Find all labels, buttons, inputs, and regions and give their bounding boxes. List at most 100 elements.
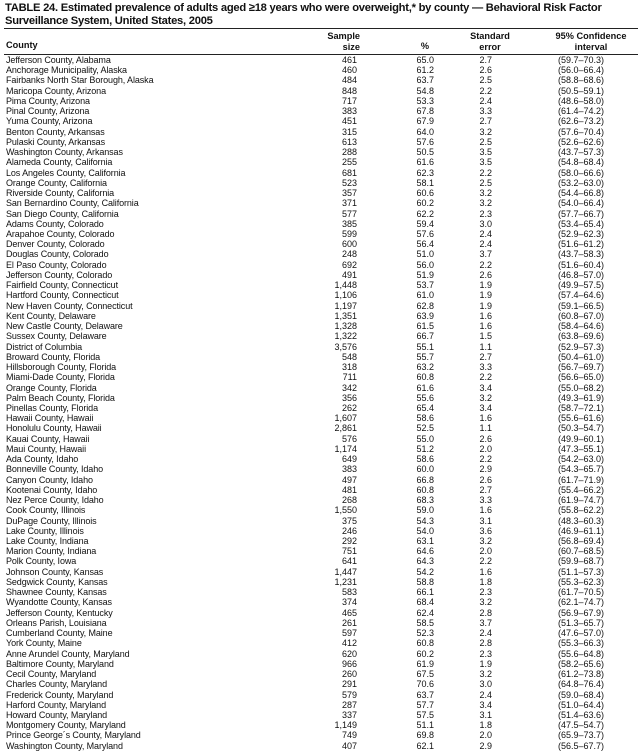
sample-size-cell: 342: [341, 382, 357, 393]
county-cell: Marion County, Indiana: [6, 546, 97, 557]
county-cell: Jefferson County, Alabama: [6, 55, 111, 65]
county-cell: Douglas County, Colorado: [6, 249, 109, 260]
confidence-interval-cell: (50.4–61.0): [558, 351, 605, 362]
standard-error-cell: 2.8: [479, 638, 492, 649]
percent-cell: 58.6: [416, 454, 434, 465]
county-cell: Cook County, Illinois: [6, 505, 86, 516]
confidence-interval-cell: (54.3–65.7): [558, 464, 605, 475]
county-cell: Kent County, Delaware: [6, 310, 96, 321]
standard-error-cell: 3.3: [479, 106, 492, 117]
percent-cell: 54.8: [416, 85, 434, 96]
sample-size-cell: 461: [341, 55, 357, 65]
percent-cell: 55.6: [416, 392, 434, 403]
percent-cell: 58.8: [416, 576, 434, 587]
percent-cell: 59.4: [416, 218, 434, 229]
standard-error-cell: 1.6: [479, 505, 492, 516]
header-bottom-rule: [4, 54, 638, 55]
standard-error-cell: 3.1: [479, 515, 492, 526]
confidence-interval-cell: (43.7–58.3): [558, 249, 605, 260]
table-body: Jefferson County, Alabama 461 65.0 2.7 (59.7…: [0, 55, 640, 751]
standard-error-cell: 2.5: [479, 136, 492, 147]
table-row: Johnson County, Kansas 1,447 54.2 1.6 (51.1–…: [0, 567, 640, 577]
confidence-interval-cell: (48.3–60.3): [558, 515, 605, 526]
county-cell: Jefferson County, Kentucky: [6, 607, 113, 618]
confidence-interval-cell: (46.9–61.1): [558, 525, 605, 536]
header-confidence-interval: 95% Confidence interval: [545, 31, 637, 52]
table-row: Montgomery County, Maryland 1,149 51.1 1.8 (…: [0, 720, 640, 730]
sample-size-cell: 318: [341, 362, 357, 373]
table-row: Cook County, Illinois 1,550 59.0 1.6 (55.8–6…: [0, 505, 640, 515]
percent-cell: 62.8: [416, 300, 434, 311]
table-row: Pinal County, Arizona 383 67.8 3.3 (61.4–74.…: [0, 106, 640, 116]
county-cell: Maricopa County, Arizona: [6, 85, 106, 96]
standard-error-cell: 2.7: [479, 351, 492, 362]
sample-size-cell: 260: [341, 669, 357, 680]
table-row: Los Angeles County, California 681 62.3 2.2…: [0, 168, 640, 178]
county-cell: Sussex County, Delaware: [6, 331, 107, 342]
county-cell: Pima County, Arizona: [6, 95, 90, 106]
table-row: Hillsborough County, Florida 318 63.2 3.3 (5…: [0, 362, 640, 372]
confidence-interval-cell: (54.4–66.8): [558, 188, 605, 199]
confidence-interval-cell: (56.7–69.7): [558, 362, 605, 373]
table-row: Kauai County, Hawaii 576 55.0 2.6 (49.9–60.1…: [0, 434, 640, 444]
table-row: District of Columbia 3,576 55.1 1.1 (52.9–57…: [0, 342, 640, 352]
standard-error-cell: 1.9: [479, 300, 492, 311]
confidence-interval-cell: (57.4–64.6): [558, 290, 605, 301]
table-row: Maricopa County, Arizona 848 54.8 2.2 (50.5–…: [0, 86, 640, 96]
header-ci-line1: 95% Confidence: [555, 31, 627, 41]
standard-error-cell: 3.2: [479, 597, 492, 608]
table-row: Orange County, Florida 342 61.6 3.4 (55.0–68…: [0, 383, 640, 393]
standard-error-cell: 1.6: [479, 566, 492, 577]
percent-cell: 53.7: [416, 280, 434, 291]
confidence-interval-cell: (61.4–74.2): [558, 106, 605, 117]
percent-cell: 65.0: [416, 55, 434, 65]
county-cell: Pinal County, Arizona: [6, 106, 90, 117]
county-cell: Orange County, California: [6, 177, 107, 188]
table-row: Pima County, Arizona 717 53.3 2.4 (48.6–58.0…: [0, 96, 640, 106]
percent-cell: 66.8: [416, 474, 434, 485]
county-cell: San Diego County, California: [6, 208, 119, 219]
sample-size-cell: 848: [341, 85, 357, 96]
table-row: Maui County, Hawaii 1,174 51.2 2.0 (47.3–55.…: [0, 444, 640, 454]
sample-size-cell: 371: [341, 198, 357, 209]
sample-size-cell: 711: [342, 372, 357, 383]
table-row: Marion County, Indiana 751 64.6 2.0 (60.7–68…: [0, 546, 640, 556]
table-row: Prince George´s County, Maryland 749 69.8 2…: [0, 730, 640, 740]
county-cell: Adams County, Colorado: [6, 218, 104, 229]
table-row: DuPage County, Illinois 375 54.3 3.1 (48.3–6…: [0, 516, 640, 526]
standard-error-cell: 2.4: [479, 239, 492, 250]
percent-cell: 60.2: [416, 198, 434, 209]
standard-error-cell: 2.2: [479, 454, 492, 465]
percent-cell: 60.6: [416, 188, 434, 199]
county-cell: Bonneville County, Idaho: [6, 464, 104, 475]
sample-size-cell: 1,448: [334, 280, 357, 291]
county-cell: Cumberland County, Maine: [6, 628, 113, 639]
county-cell: Washington County, Arkansas: [6, 147, 123, 158]
county-cell: Harford County, Maryland: [6, 699, 106, 710]
table-row: Cecil County, Maryland 260 67.5 3.2 (61.2–73…: [0, 669, 640, 679]
county-cell: Canyon County, Idaho: [6, 474, 93, 485]
percent-cell: 61.6: [416, 157, 434, 168]
standard-error-cell: 3.2: [479, 188, 492, 199]
standard-error-cell: 2.4: [479, 228, 492, 239]
confidence-interval-cell: (55.8–62.2): [558, 505, 605, 516]
sample-size-cell: 291: [341, 679, 357, 690]
standard-error-cell: 2.4: [479, 95, 492, 106]
sample-size-cell: 1,322: [334, 331, 357, 342]
sample-size-cell: 749: [341, 730, 357, 741]
table-row: Ada County, Idaho 649 58.6 2.2 (54.2–63.0): [0, 454, 640, 464]
sample-size-cell: 620: [341, 648, 357, 659]
sample-size-cell: 287: [341, 699, 357, 710]
standard-error-cell: 3.3: [479, 495, 492, 506]
county-cell: Broward County, Florida: [6, 351, 101, 362]
header-sample-size-line2: size: [342, 41, 360, 52]
confidence-interval-cell: (61.7–70.5): [558, 587, 605, 598]
table-row: San Bernardino County, California 371 60.2…: [0, 198, 640, 208]
county-cell: Yuma County, Arizona: [6, 116, 93, 127]
table-row: Lake County, Illinois 246 54.0 3.6 (46.9–61.…: [0, 526, 640, 536]
confidence-interval-cell: (58.7–72.1): [558, 402, 605, 413]
table-row: El Paso County, Colorado 692 56.0 2.2 (51.6–…: [0, 260, 640, 270]
table-row: Howard County, Maryland 337 57.5 3.1 (51.4–6…: [0, 710, 640, 720]
table-row: Sedgwick County, Kansas 1,231 58.8 1.8 (55.3…: [0, 577, 640, 587]
county-cell: Anne Arundel County, Maryland: [6, 648, 130, 659]
